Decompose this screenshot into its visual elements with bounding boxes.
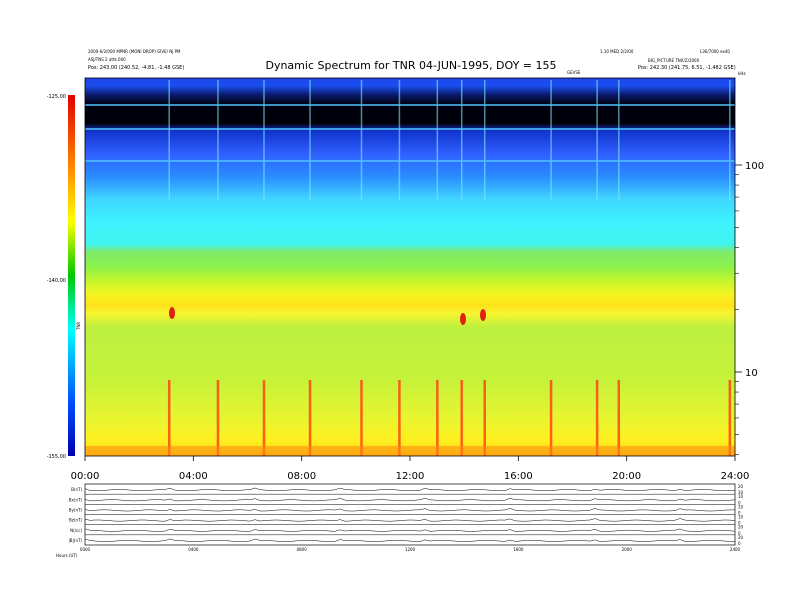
panel-trace xyxy=(84,487,736,491)
red-blob-2 xyxy=(480,309,486,321)
x-tick-label: 16:00 xyxy=(504,471,533,482)
panel-label: |B|(nT) xyxy=(68,538,82,543)
streak-red-11 xyxy=(617,380,621,456)
panel-label: Bx(nT) xyxy=(69,497,83,502)
bottom-axis-label: Hours (UT) xyxy=(56,553,78,558)
bottom-tick-label: 1600 xyxy=(513,547,524,552)
spectrogram xyxy=(85,78,735,456)
right-minor-ticks xyxy=(735,174,739,455)
panel-label: N(/cc) xyxy=(70,528,82,533)
right-axis-unit: kHz xyxy=(738,71,745,76)
streak-red-9 xyxy=(549,380,553,456)
streak-cyan-8 xyxy=(483,80,486,200)
bottom-tick-label: 0400 xyxy=(188,547,199,552)
streak-red-4 xyxy=(360,380,363,456)
header-left-2: ASJ/TNS 2 attk 000 xyxy=(88,57,126,62)
chart-title: Dynamic Spectrum for TNR 04-JUN-1995, DO… xyxy=(265,59,556,72)
header-right-2: L36/7000 ex40 xyxy=(700,49,730,54)
bottom-tick-label: 0000 xyxy=(80,547,91,552)
header-left-1: 2000-6/2/000 MPNR (MONI DROP) GIVE/ Nj P… xyxy=(88,49,181,54)
streak-cyan-3 xyxy=(309,80,311,200)
right-tick-100: 100 xyxy=(745,161,764,172)
panel-tick: 0 xyxy=(738,531,741,536)
x-tick-label: 12:00 xyxy=(396,471,425,482)
streak-cyan-12 xyxy=(729,80,731,200)
panel-trace xyxy=(84,518,736,522)
x-tick-label: 24:00 xyxy=(721,471,750,482)
streak-cyan-2 xyxy=(263,80,265,200)
streak-red-8 xyxy=(483,380,486,456)
panel-trace xyxy=(84,508,735,512)
panel-tick: 10 xyxy=(738,494,744,499)
x-tick-label: 00:00 xyxy=(71,471,100,482)
header-left-3: Pos: 243.00 (240.52, -4.81, -1.48 GSE) xyxy=(88,65,184,71)
streak-red-10 xyxy=(595,380,599,456)
panel-label: Bz(nT) xyxy=(69,518,82,523)
streak-cyan-11 xyxy=(618,80,620,200)
streak-red-12 xyxy=(728,380,732,456)
colorbar xyxy=(68,95,75,456)
streak-cyan-0 xyxy=(168,80,170,200)
panel-trace xyxy=(84,497,736,502)
band-line-0 xyxy=(85,104,735,106)
streak-red-1 xyxy=(216,380,220,456)
header-right-3: BIG_PICTURE TNX/Z/2000 xyxy=(648,58,700,63)
bottom-panels: B(nT)2010Bx(nT)100By(nT)100Bz(nT)100N(/c… xyxy=(56,483,744,558)
band-line-2 xyxy=(85,160,735,162)
streak-cyan-4 xyxy=(360,80,363,200)
panel-tick: 10 xyxy=(738,504,744,509)
panel-tick: 0 xyxy=(738,521,741,526)
panel-tick: 10 xyxy=(738,515,744,520)
panel-label: B(nT) xyxy=(71,487,82,492)
streak-cyan-6 xyxy=(436,80,439,200)
bottom-tick-label: 2000 xyxy=(622,547,633,552)
panel-tick: 0 xyxy=(738,541,741,546)
header-right-4: Pos: 242.30 (241.75, 6.51, -1.482 GSE) xyxy=(638,65,736,71)
right-tick-10: 10 xyxy=(745,368,758,379)
header-mid: GEVSE xyxy=(567,70,581,75)
streak-red-7 xyxy=(460,380,463,456)
panel-tick: 20 xyxy=(738,525,744,530)
panel-trace xyxy=(84,528,736,532)
streak-cyan-7 xyxy=(460,80,463,200)
panel-tick: 20 xyxy=(738,535,744,540)
streak-cyan-1 xyxy=(217,80,219,200)
bottom-tick-label: 2400 xyxy=(730,547,741,552)
red-blob-1 xyxy=(169,307,175,319)
streak-cyan-10 xyxy=(596,80,598,200)
panel-tick: 0 xyxy=(738,500,741,505)
streak-red-0 xyxy=(167,380,171,456)
colorbar-tick-bottom: -155.00 xyxy=(47,454,66,460)
band-line-1 xyxy=(85,128,735,130)
streak-cyan-9 xyxy=(550,80,552,200)
x-tick-label: 04:00 xyxy=(179,471,208,482)
bottom-tick-label: 0800 xyxy=(297,547,308,552)
streak-red-5 xyxy=(398,380,401,456)
streak-red-6 xyxy=(436,380,439,456)
panel-tick: 0 xyxy=(738,511,741,516)
x-tick-label: 08:00 xyxy=(287,471,316,482)
panel-label: By(nT) xyxy=(69,507,83,512)
x-axis-ticks: 00:00 04:00 08:00 12:00 16:00 20:00 24:00 xyxy=(71,456,750,482)
colorbar-tick-mid: -140.00 xyxy=(47,278,66,284)
spectrogram-streaks xyxy=(85,80,735,456)
panel-trace xyxy=(84,538,735,542)
colorbar-label: TNR xyxy=(76,322,81,331)
red-blob-0 xyxy=(460,313,466,325)
colorbar-tick-top: -125.00 xyxy=(47,94,66,100)
header-right-1: 1.10 MED 2/2/00 xyxy=(600,49,634,54)
streak-red-3 xyxy=(308,380,312,456)
streak-cyan-5 xyxy=(398,80,401,200)
panel-tick: 10 xyxy=(738,490,744,495)
streak-red-2 xyxy=(262,380,266,456)
bottom-fringe xyxy=(85,446,735,456)
x-tick-label: 20:00 xyxy=(612,471,641,482)
panel-tick: 20 xyxy=(738,484,744,489)
bottom-tick-label: 1200 xyxy=(405,547,416,552)
